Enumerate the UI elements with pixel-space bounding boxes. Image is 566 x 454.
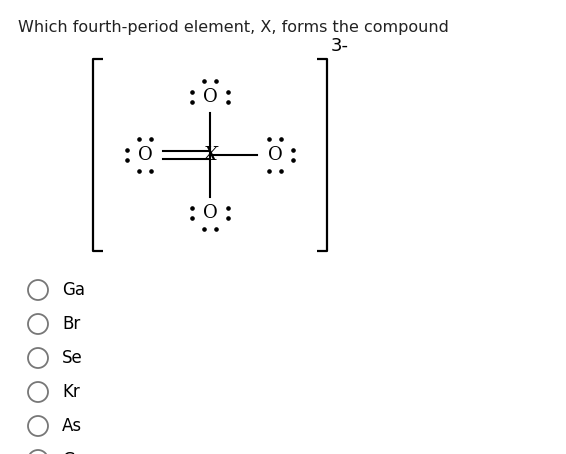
- Text: 3-: 3-: [331, 37, 349, 55]
- Text: O: O: [203, 88, 217, 106]
- Text: O: O: [138, 146, 152, 164]
- Text: Se: Se: [62, 349, 83, 367]
- Text: Ge: Ge: [62, 451, 85, 454]
- Text: Ga: Ga: [62, 281, 85, 299]
- Text: Which fourth-period element, X, forms the compound: Which fourth-period element, X, forms th…: [18, 20, 449, 35]
- Text: Br: Br: [62, 315, 80, 333]
- Text: Kr: Kr: [62, 383, 80, 401]
- Text: X: X: [203, 146, 217, 164]
- Text: O: O: [203, 204, 217, 222]
- Text: As: As: [62, 417, 82, 435]
- Text: O: O: [268, 146, 282, 164]
